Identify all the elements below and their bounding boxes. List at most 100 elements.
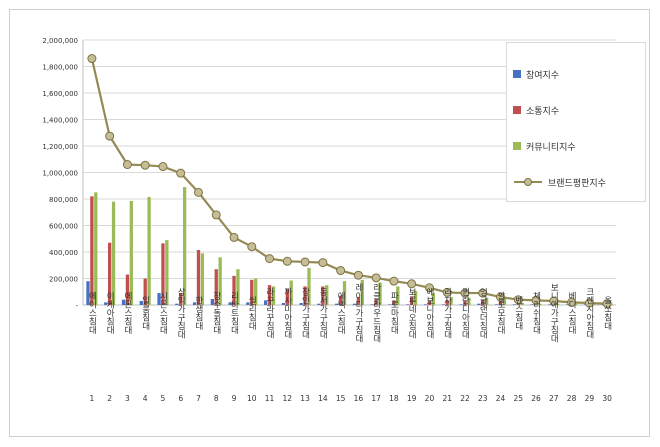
x-tick-label: 장인가구침대 xyxy=(300,287,310,340)
x-tick-label: 이케아침대 xyxy=(105,291,115,335)
bar-2 xyxy=(267,285,272,305)
bar-1 xyxy=(406,304,410,305)
bar-1 xyxy=(388,304,392,305)
y-tick-label: 1,000,000 xyxy=(42,170,78,178)
y-tick-label: 800,000 xyxy=(49,196,78,204)
x-tick-label: 일룸침대 xyxy=(140,296,150,331)
bar-2 xyxy=(338,295,343,305)
x-index-label: 27 xyxy=(549,394,559,403)
bar-1 xyxy=(175,303,179,305)
bar-1 xyxy=(494,304,499,305)
bar-3 xyxy=(360,279,364,305)
bar-3 xyxy=(254,278,258,305)
line-point xyxy=(140,160,150,170)
bar-1 xyxy=(228,302,232,305)
bar-3 xyxy=(200,253,205,305)
x-tick-label: 올쏘침대 xyxy=(602,296,612,331)
bar-2 xyxy=(125,274,130,305)
x-index-label: 9 xyxy=(232,394,237,403)
bar-3 xyxy=(413,291,418,305)
bar-1 xyxy=(566,304,570,305)
x-tick-label: 크렌시아침대 xyxy=(584,288,594,340)
x-tick-label: 라클라우드침대 xyxy=(371,283,381,343)
x-tick-label: 리바트침대 xyxy=(229,292,239,335)
x-index-label: 5 xyxy=(161,394,166,403)
x-index-label: 23 xyxy=(478,394,488,403)
bar-3 xyxy=(396,286,400,305)
bar-3 xyxy=(378,282,382,305)
x-index-label: 3 xyxy=(125,394,130,403)
line-point xyxy=(407,279,417,289)
bar-2 xyxy=(410,297,414,305)
bar-1 xyxy=(530,304,534,305)
line-point xyxy=(496,292,506,302)
x-tick-label: 벤스침대 xyxy=(513,295,523,331)
line-point xyxy=(460,288,470,298)
bar-2 xyxy=(232,275,236,305)
bar-2 xyxy=(427,301,432,305)
bar-1 xyxy=(441,304,445,305)
bar-2 xyxy=(321,286,325,305)
bar-3 xyxy=(129,200,133,305)
bar-1 xyxy=(352,303,357,305)
x-index-label: 18 xyxy=(389,394,399,403)
legend-item: 커뮤니티지수 xyxy=(513,139,576,153)
bar-1 xyxy=(246,302,250,305)
x-index-label: 17 xyxy=(371,394,381,403)
line-point xyxy=(353,270,363,280)
bar-2 xyxy=(285,289,289,305)
bar-1 xyxy=(86,281,90,305)
x-tick-label: 에넥스침대 xyxy=(336,292,346,335)
chart-legend: 참여지수 소통지수 커뮤니티지수 브랜드평판지수 xyxy=(506,42,646,202)
x-index-label: 7 xyxy=(196,394,201,403)
bar-2 xyxy=(356,297,361,305)
chart-frame: - 200,000 400,000 600,000 800,000 1,000,000 1,… xyxy=(9,9,650,437)
line-point xyxy=(282,256,292,266)
y-tick-label: 2,000,000 xyxy=(42,37,78,45)
x-tick-label: 보니애가구침대 xyxy=(549,283,559,343)
x-tick-label: 라꾸라꾸침대 xyxy=(265,288,275,340)
bar-3 xyxy=(342,281,347,305)
legend-swatch xyxy=(513,106,521,114)
x-tick-label: 한샘침대 xyxy=(193,296,203,331)
line-point xyxy=(389,276,399,286)
bar-2 xyxy=(392,300,396,305)
bar-1 xyxy=(459,304,463,305)
bar-1 xyxy=(192,302,197,305)
x-tick-label: 까사미아침대 xyxy=(282,288,292,340)
x-index-label: 22 xyxy=(460,394,470,403)
bar-2 xyxy=(250,279,254,305)
y-tick-label: 1,400,000 xyxy=(42,117,78,125)
bar-1 xyxy=(264,300,268,305)
x-index-label: 10 xyxy=(247,394,257,403)
bar-3 xyxy=(520,303,524,305)
bar-1 xyxy=(370,304,374,305)
bar-3 xyxy=(111,201,116,305)
bar-3 xyxy=(467,297,471,305)
x-tick-label: 삼익가구침대 xyxy=(176,287,186,340)
x-tick-label: 체리쉬침대 xyxy=(531,291,541,335)
bar-1 xyxy=(423,304,428,305)
x-tick-label: 에이스침대 xyxy=(87,292,97,335)
y-tick-label: 200,000 xyxy=(49,276,78,284)
x-index-label: 11 xyxy=(265,394,275,403)
bar-1 xyxy=(335,303,339,305)
line-point xyxy=(371,273,381,283)
y-tick-label: 400,000 xyxy=(49,249,78,257)
bar-2 xyxy=(498,301,503,305)
legend-label: 참여지수 xyxy=(526,70,560,81)
line-point xyxy=(336,266,346,276)
line-point xyxy=(567,297,577,307)
x-index-label: 6 xyxy=(178,394,183,403)
x-index-label: 12 xyxy=(283,394,293,403)
line-point xyxy=(549,296,559,306)
x-tick-label: 잉글랜더침대 xyxy=(478,287,488,340)
bar-2 xyxy=(214,269,218,305)
legend-swatch xyxy=(513,142,521,150)
line-point xyxy=(442,287,452,297)
legend-label: 브랜드평판지수 xyxy=(548,178,606,189)
x-index-label: 25 xyxy=(514,394,524,403)
bar-2 xyxy=(90,196,94,305)
line-point xyxy=(122,160,132,170)
bar-2 xyxy=(108,242,112,305)
